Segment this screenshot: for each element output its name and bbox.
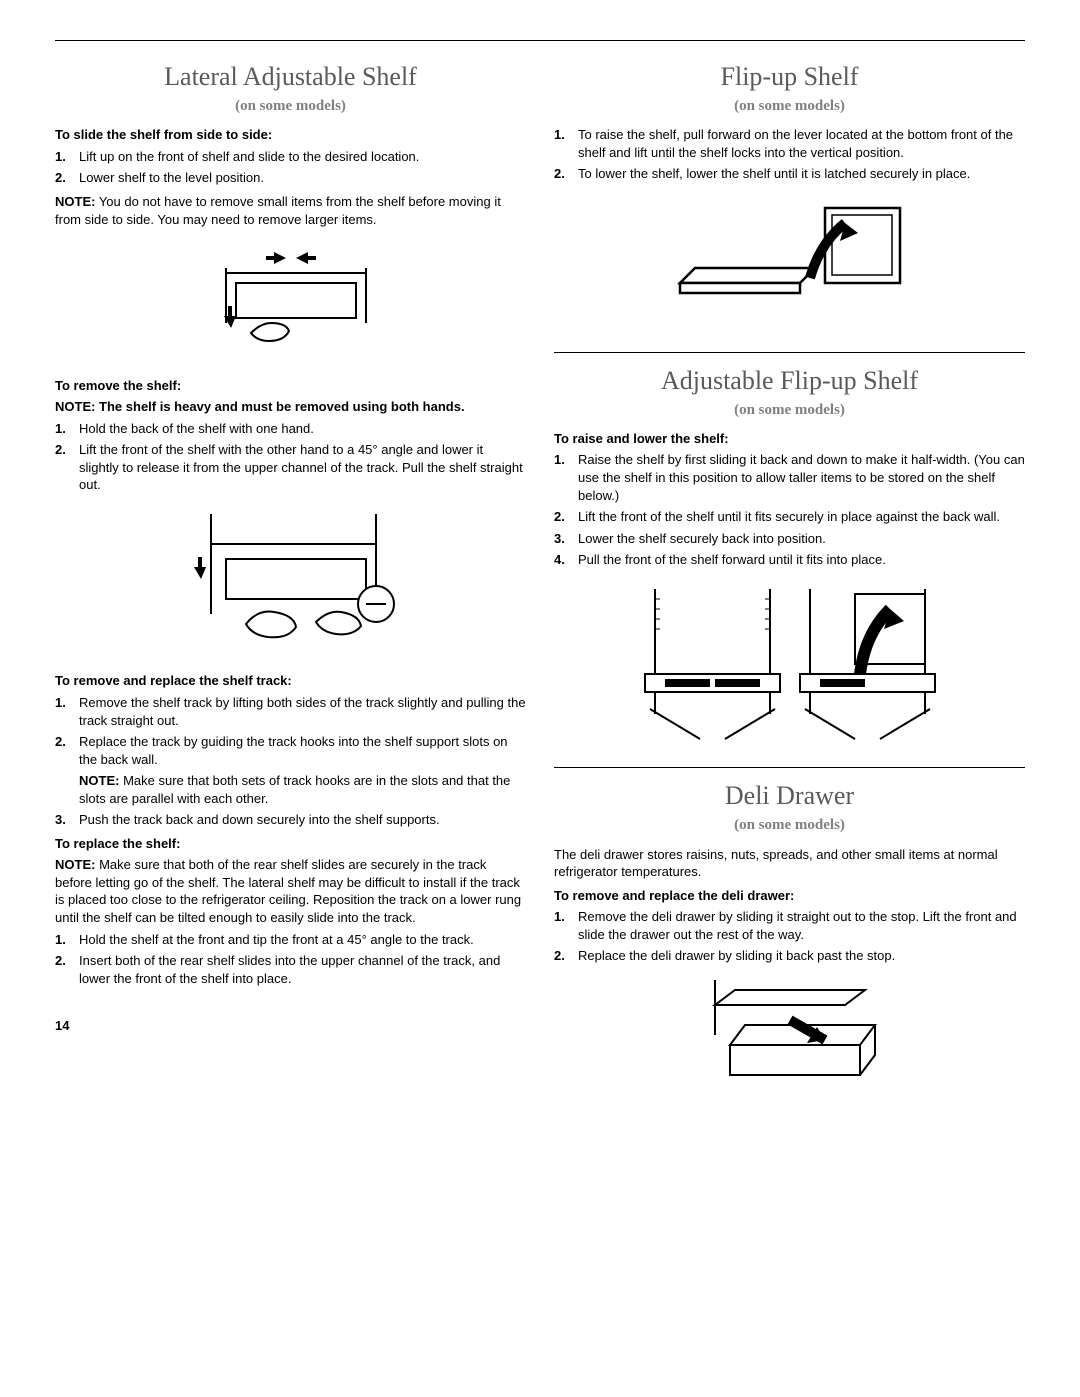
flipup-steps: To raise the shelf, pull forward on the …	[554, 126, 1025, 183]
replace-note: NOTE: Make sure that both of the rear sh…	[55, 856, 526, 926]
flipup-step: To lower the shelf, lower the shelf unti…	[554, 165, 1025, 183]
remove-heading: To remove the shelf:	[55, 377, 526, 395]
track-step-text: Replace the track by guiding the track h…	[79, 734, 508, 767]
flipup-step: To raise the shelf, pull forward on the …	[554, 126, 1025, 161]
note-text: Make sure that both sets of track hooks …	[79, 773, 510, 806]
deli-step: Remove the deli drawer by sliding it str…	[554, 908, 1025, 943]
track-heading: To remove and replace the shelf track:	[55, 672, 526, 690]
slide-step: Lift up on the front of shelf and slide …	[55, 148, 526, 166]
replace-steps: Hold the shelf at the front and tip the …	[55, 931, 526, 988]
deli-subtitle: (on some models)	[554, 815, 1025, 835]
deli-steps: Remove the deli drawer by sliding it str…	[554, 908, 1025, 965]
slide-step: Lower shelf to the level position.	[55, 169, 526, 187]
track-step: Replace the track by guiding the track h…	[55, 733, 526, 807]
section-rule	[554, 767, 1025, 768]
lateral-remove-figure	[55, 504, 526, 659]
note-text: Make sure that both of the rear shelf sl…	[55, 857, 521, 925]
section-rule	[554, 352, 1025, 353]
deli-step: Replace the deli drawer by sliding it ba…	[554, 947, 1025, 965]
page-number: 14	[55, 1017, 526, 1035]
note-label: NOTE:	[79, 773, 119, 788]
track-step: Push the track back and down securely in…	[55, 811, 526, 829]
adjflip-title: Adjustable Flip-up Shelf	[554, 363, 1025, 398]
slide-heading: To slide the shelf from side to side:	[55, 126, 526, 144]
lateral-slide-figure	[55, 238, 526, 363]
deli-intro: The deli drawer stores raisins, nuts, sp…	[554, 846, 1025, 881]
deli-figure	[554, 975, 1025, 1110]
adjflip-step: Lift the front of the shelf until it fit…	[554, 508, 1025, 526]
left-column: Lateral Adjustable Shelf (on some models…	[55, 49, 526, 1123]
flipup-subtitle: (on some models)	[554, 96, 1025, 116]
lateral-shelf-subtitle: (on some models)	[55, 96, 526, 116]
remove-note: NOTE: The shelf is heavy and must be rem…	[55, 398, 526, 416]
flipup-figure	[554, 193, 1025, 338]
remove-step: Hold the back of the shelf with one hand…	[55, 420, 526, 438]
note-text: You do not have to remove small items fr…	[55, 194, 501, 227]
replace-step: Insert both of the rear shelf slides int…	[55, 952, 526, 987]
adjflip-subtitle: (on some models)	[554, 400, 1025, 420]
adjflip-figure	[554, 579, 1025, 754]
adjflip-heading: To raise and lower the shelf:	[554, 430, 1025, 448]
two-column-layout: Lateral Adjustable Shelf (on some models…	[55, 49, 1025, 1123]
remove-step: Lift the front of the shelf with the oth…	[55, 441, 526, 494]
lateral-shelf-title: Lateral Adjustable Shelf	[55, 59, 526, 94]
right-column: Flip-up Shelf (on some models) To raise …	[554, 49, 1025, 1123]
deli-title: Deli Drawer	[554, 778, 1025, 813]
adjflip-steps: Raise the shelf by first sliding it back…	[554, 451, 1025, 568]
slide-steps: Lift up on the front of shelf and slide …	[55, 148, 526, 187]
adjflip-step: Pull the front of the shelf forward unti…	[554, 551, 1025, 569]
top-rule	[55, 40, 1025, 41]
replace-heading: To replace the shelf:	[55, 835, 526, 853]
deli-heading: To remove and replace the deli drawer:	[554, 887, 1025, 905]
track-step-note: NOTE: Make sure that both sets of track …	[79, 772, 526, 807]
track-step: Remove the shelf track by lifting both s…	[55, 694, 526, 729]
flipup-title: Flip-up Shelf	[554, 59, 1025, 94]
remove-steps: Hold the back of the shelf with one hand…	[55, 420, 526, 494]
replace-step: Hold the shelf at the front and tip the …	[55, 931, 526, 949]
adjflip-step: Lower the shelf securely back into posit…	[554, 530, 1025, 548]
adjflip-step: Raise the shelf by first sliding it back…	[554, 451, 1025, 504]
note-label: NOTE:	[55, 194, 95, 209]
track-steps: Remove the shelf track by lifting both s…	[55, 694, 526, 829]
slide-note: NOTE: You do not have to remove small it…	[55, 193, 526, 228]
note-label: NOTE:	[55, 857, 95, 872]
